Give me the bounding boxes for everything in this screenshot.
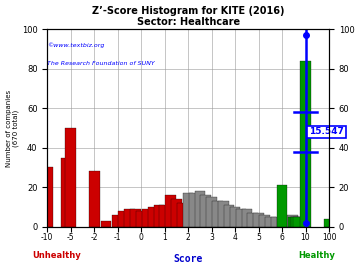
- Y-axis label: Number of companies
(670 total): Number of companies (670 total): [5, 89, 19, 167]
- Bar: [288, 217, 299, 227]
- Bar: [280, 219, 290, 227]
- Bar: [195, 191, 205, 227]
- Bar: [224, 205, 234, 227]
- Bar: [159, 205, 170, 227]
- Text: The Research Foundation of SUNY: The Research Foundation of SUNY: [47, 61, 155, 66]
- Bar: [291, 217, 302, 227]
- Bar: [283, 217, 293, 227]
- X-axis label: Score: Score: [174, 254, 203, 264]
- Bar: [271, 217, 282, 227]
- Text: 15.547: 15.547: [309, 127, 344, 136]
- Bar: [165, 195, 176, 227]
- Bar: [324, 219, 334, 227]
- Bar: [285, 217, 296, 227]
- Bar: [101, 221, 111, 227]
- Bar: [206, 197, 217, 227]
- Bar: [177, 203, 188, 227]
- Bar: [277, 217, 287, 227]
- Bar: [242, 209, 252, 227]
- Bar: [230, 207, 240, 227]
- Bar: [259, 215, 270, 227]
- Bar: [236, 209, 246, 227]
- Bar: [89, 171, 99, 227]
- Text: Healthy: Healthy: [298, 251, 335, 260]
- Bar: [130, 209, 141, 227]
- Bar: [112, 215, 123, 227]
- Title: Z’-Score Histogram for KITE (2016)
Sector: Healthcare: Z’-Score Histogram for KITE (2016) Secto…: [92, 6, 284, 27]
- Bar: [171, 199, 182, 227]
- Bar: [189, 193, 199, 227]
- Bar: [300, 61, 311, 227]
- Bar: [66, 128, 76, 227]
- Bar: [183, 193, 193, 227]
- Bar: [124, 209, 135, 227]
- Bar: [218, 201, 229, 227]
- Bar: [265, 217, 275, 227]
- Bar: [153, 205, 164, 227]
- Bar: [278, 217, 289, 227]
- Bar: [136, 211, 147, 227]
- Bar: [118, 211, 129, 227]
- Bar: [293, 217, 303, 227]
- Bar: [247, 213, 258, 227]
- Bar: [284, 217, 294, 227]
- Bar: [201, 195, 211, 227]
- Bar: [142, 209, 152, 227]
- Bar: [148, 207, 158, 227]
- Bar: [290, 217, 301, 227]
- Text: ©www.textbiz.org: ©www.textbiz.org: [47, 42, 105, 48]
- Bar: [61, 158, 71, 227]
- Bar: [42, 167, 53, 227]
- Bar: [253, 213, 264, 227]
- Bar: [287, 215, 298, 227]
- Bar: [281, 217, 292, 227]
- Bar: [212, 201, 223, 227]
- Text: Unhealthy: Unhealthy: [32, 251, 81, 260]
- Bar: [277, 185, 287, 227]
